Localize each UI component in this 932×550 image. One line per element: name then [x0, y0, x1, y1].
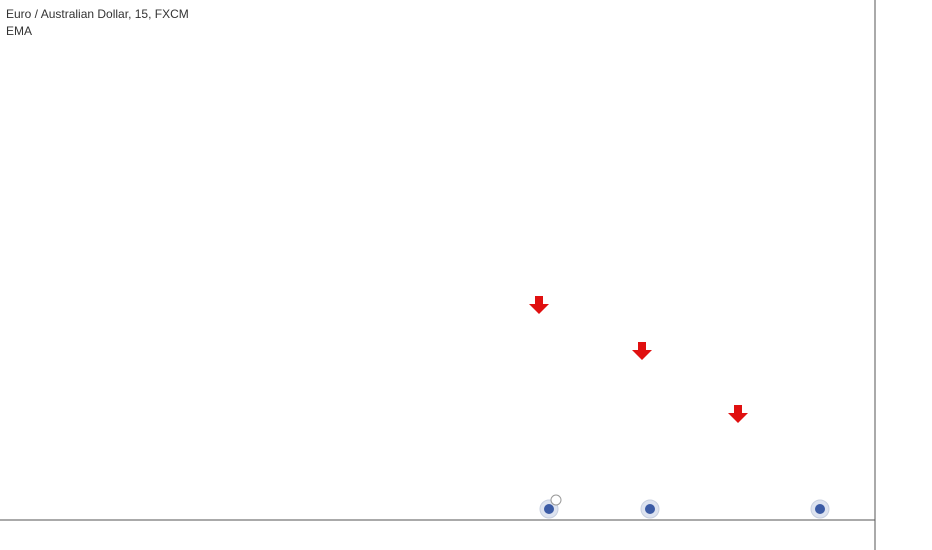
events — [539, 494, 830, 519]
event-badge — [550, 494, 562, 506]
down-arrow — [632, 342, 652, 360]
indicator-label: EMA — [6, 24, 32, 38]
event-icon-inner — [815, 504, 825, 514]
event-icon-inner — [544, 504, 554, 514]
event-icon-inner — [645, 504, 655, 514]
chart-title: Euro / Australian Dollar, 15, FXCM — [6, 7, 189, 21]
down-arrow — [728, 405, 748, 423]
arrows — [529, 296, 748, 423]
down-arrow — [529, 296, 549, 314]
